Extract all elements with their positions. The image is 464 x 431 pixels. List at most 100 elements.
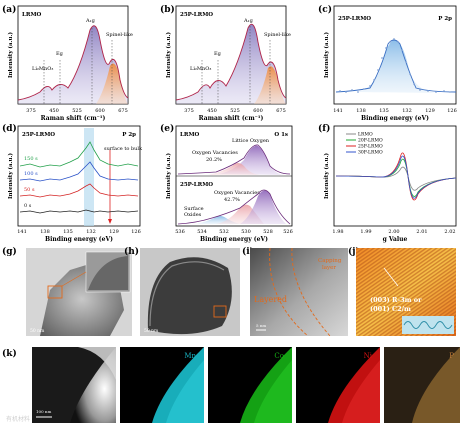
panel-c-fill	[356, 39, 438, 93]
panel-i-image	[250, 248, 348, 336]
panel-i-scale: 5 nm	[256, 323, 266, 328]
panel-e-vacancy-top-pct: 20.2%	[206, 157, 222, 163]
panel-f-xtick-1: 1.98	[332, 229, 343, 235]
panel-c-xtick-3: 135	[379, 108, 389, 114]
panel-d-depth-0s: 0 s	[24, 203, 32, 209]
panel-g-roi	[47, 285, 63, 299]
panel-b-ylabel: Intensity (a.u.)	[165, 32, 172, 78]
panel-e-fill-lattice-bottom	[240, 190, 286, 224]
panel-d-annotation: surface to bulk	[104, 146, 143, 152]
panel-d-highlight	[84, 128, 94, 226]
panel-b-curve	[175, 23, 287, 101]
panel-g-letter: (g)	[2, 246, 17, 257]
panel-d-xtick-3: 135	[63, 229, 73, 235]
panel-d-curve-50s	[19, 183, 139, 198]
panel-d-sample: 25P-LRMO	[22, 132, 55, 138]
panel-k-label-mn: Mn	[184, 352, 196, 360]
panel-e-xtick-2: 534	[197, 229, 207, 235]
panel-e-sample-top: LRMO	[180, 132, 200, 138]
panel-d-ylabel: Intensity (a.u.)	[7, 153, 14, 199]
panel-g-inset-particle	[88, 256, 128, 290]
panel-e-xlabel: Binding energy (eV)	[200, 236, 268, 243]
panel-j-line2: (001) C2/m	[370, 305, 411, 313]
panel-a-sample: LRMO	[22, 12, 42, 18]
panel-a-peak-spinel: Spinel-like	[106, 32, 133, 38]
panel-e-ylabel: Intensity (a.u.)	[165, 153, 172, 199]
panel-j-letter: (j)	[348, 246, 360, 257]
panel-f-frame	[333, 125, 457, 227]
panel-g-scale: 50 nm	[30, 328, 45, 334]
panel-f-letter: (f)	[318, 123, 330, 134]
panel-d: (d) 25P-LRMO P 2p surface to bulk 150 s …	[2, 123, 143, 243]
panel-i-capping-2: layer	[322, 265, 336, 271]
panel-d-xtick-5: 129	[109, 229, 119, 235]
panel-d-xlabel: Binding energy (eV)	[45, 236, 113, 243]
watermark: 有机材料	[6, 415, 30, 423]
panel-h-roi	[213, 305, 227, 318]
panel-f-legend-1: LRMO	[358, 132, 373, 138]
panel-k-label-co: Co	[274, 352, 284, 360]
panel-e-curve-top	[177, 144, 291, 175]
panel-a-peak-eg: Eɡ	[56, 51, 64, 57]
panel-k-co-signal	[240, 347, 292, 423]
panel-k-haadf-particle	[70, 347, 116, 423]
panel-a-peak-li2mno3: Li₂MnO₃	[32, 66, 53, 72]
panel-b-xtick-3: 525	[230, 108, 240, 114]
panel-e-xtick-5: 528	[263, 229, 273, 235]
panel-j-profile-wave	[403, 321, 453, 329]
panel-e-fill-lattice-top	[218, 145, 284, 175]
panel-b-fill-a1g	[176, 24, 286, 104]
panel-c-ylabel: Intensity (a.u.)	[323, 32, 330, 78]
panel-a-letter: (a)	[2, 4, 16, 15]
panel-e-vacancy-bottom: Oxygen Vacancies	[214, 190, 260, 196]
panel-g: (g) 50 nm	[2, 246, 132, 336]
panel-d-curve-100s	[19, 161, 139, 182]
panel-c-fit	[335, 39, 457, 93]
panel-k: (k) 100 nm Mn Co Ni P	[2, 347, 460, 423]
panel-b-xlabel: Raman shift (cm⁻¹)	[199, 115, 264, 122]
panel-d-letter: (d)	[2, 123, 17, 134]
panel-e-surface-oxides-2: Oxides	[184, 212, 202, 218]
panel-f-legend-3: 25P-LRMO	[358, 144, 383, 150]
panel-c-xtick-2: 138	[356, 108, 366, 114]
panel-e-xtick-1: 536	[175, 229, 185, 235]
panel-i-layered: Layered	[254, 295, 287, 304]
panel-b-peak-a1g: A₁ɡ	[243, 18, 254, 24]
panel-e-xtick-4: 530	[241, 229, 251, 235]
panel-k-ni-signal	[328, 347, 380, 423]
panel-f-curve-20p	[335, 158, 457, 197]
panel-i-letter: (i)	[242, 246, 254, 257]
panel-i-boundary-1	[269, 247, 309, 337]
panel-a-xtick-4: 600	[95, 108, 105, 114]
panel-a-peak-a1g: A₁ɡ	[85, 18, 96, 24]
panel-b-xtick-2: 450	[207, 108, 217, 114]
panel-a-fill-spinel	[96, 63, 128, 104]
panel-e-vacancy-bottom-pct: 42.7%	[224, 197, 240, 203]
panel-f-ylabel: Intensity (a.u.)	[323, 153, 330, 199]
panel-e-fill-vacancy-top	[208, 163, 260, 175]
panel-f-xtick-5: 2.02	[444, 229, 455, 235]
panel-d-curve-150s	[19, 141, 139, 168]
panel-d-arrow-head	[108, 219, 112, 224]
panel-c-xtick-5: 129	[425, 108, 435, 114]
panel-f-legend-4: 30P-LRMO	[358, 150, 383, 156]
panel-d-depth-150s: 150 s	[24, 156, 38, 162]
panel-e-vacancy-top: Oxygen Vacancies	[192, 150, 238, 156]
panel-k-mn-signal-core	[166, 347, 204, 423]
panel-b-sample: 25P-LRMO	[180, 12, 213, 18]
panel-f-xtick-2: 1.99	[360, 229, 371, 235]
panel-j-line1: (003) R-3m or	[370, 296, 422, 304]
panel-a-ylabel: Intensity (a.u.)	[7, 32, 14, 78]
panel-h-scale: 50 nm	[144, 328, 159, 334]
panel-e-surface-oxides-1: Surface	[184, 206, 204, 212]
panel-f-xlabel: g Value	[383, 236, 408, 243]
panel-e-curve-bottom	[177, 189, 291, 225]
panel-c-orbital: P 2p	[438, 16, 452, 22]
panel-f-legend: LRMO 20P-LRMO 25P-LRMO 30P-LRMO	[346, 132, 383, 156]
panel-h: (h) 50 nm	[124, 246, 240, 336]
panel-k-haadf-highlight	[78, 347, 116, 380]
panel-c-frame	[333, 5, 457, 105]
panel-d-orbital: P 2p	[122, 132, 136, 138]
panel-b-xtick-1: 375	[184, 108, 194, 114]
panel-b-letter: (b)	[160, 4, 175, 15]
